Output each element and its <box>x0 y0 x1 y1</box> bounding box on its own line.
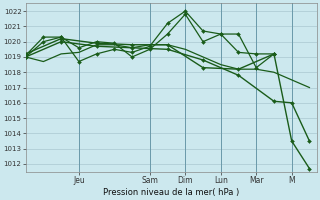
X-axis label: Pression niveau de la mer( hPa ): Pression niveau de la mer( hPa ) <box>103 188 239 197</box>
